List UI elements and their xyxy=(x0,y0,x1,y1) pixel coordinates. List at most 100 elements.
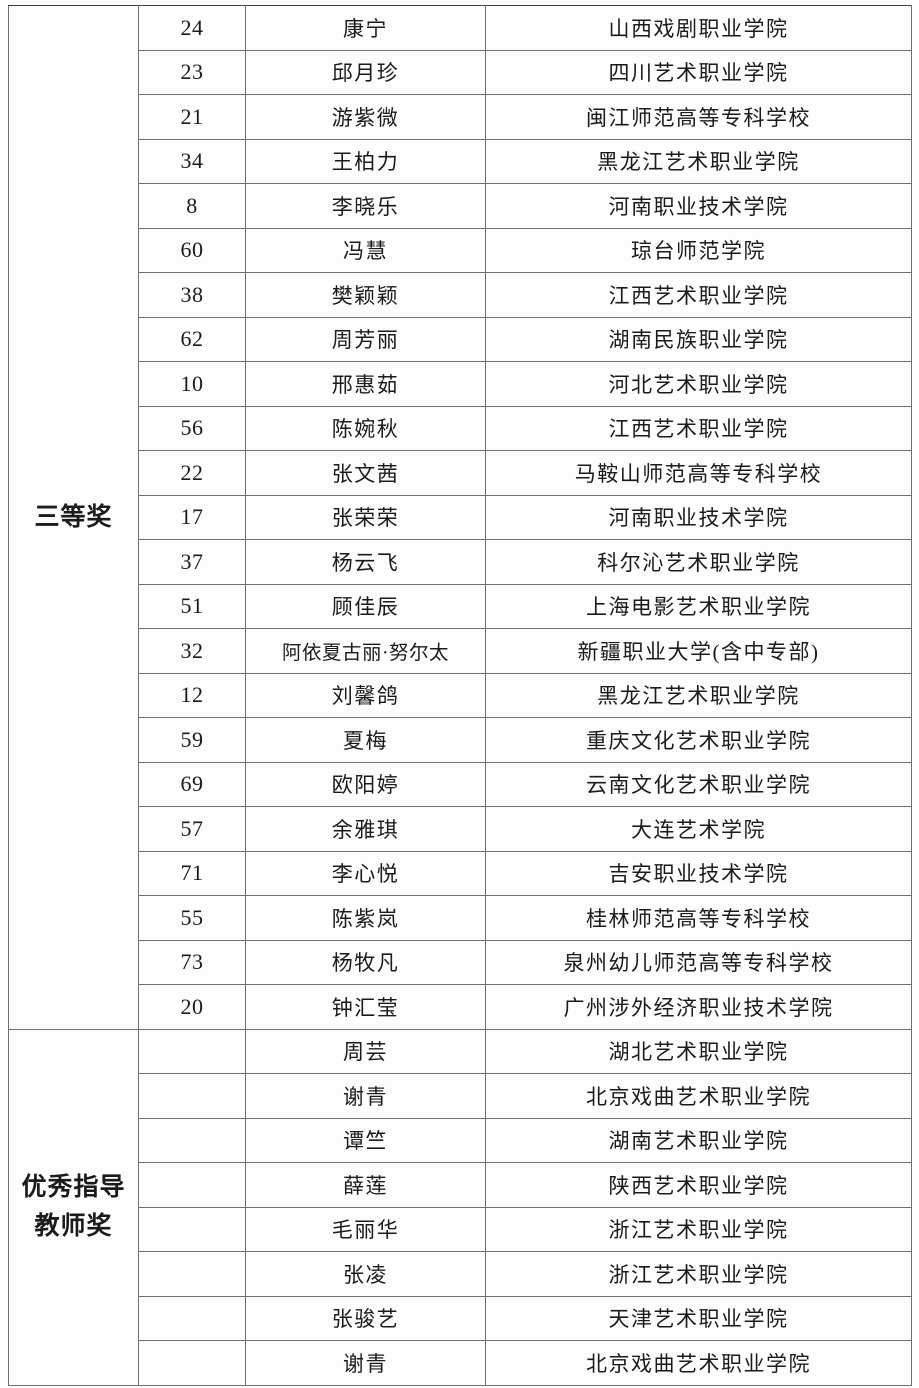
table-row: 38 樊颖颖 江西艺术职业学院 xyxy=(9,272,912,318)
table-row: 71 李心悦 吉安职业技术学院 xyxy=(9,850,912,896)
entry-number-cell: 20 xyxy=(138,984,246,1030)
award-category-label-line: 优秀指导 xyxy=(21,1172,126,1202)
entry-school-cell: 科尔沁艺术职业学院 xyxy=(485,539,912,585)
entry-number-cell xyxy=(138,1162,246,1208)
entry-school-cell: 吉安职业技术学院 xyxy=(485,850,912,896)
entry-school-cell: 云南文化艺术职业学院 xyxy=(485,761,912,807)
entry-school-cell: 桂林师范高等专科学校 xyxy=(485,895,912,941)
table-row: 毛丽华 浙江艺术职业学院 xyxy=(9,1206,912,1252)
entry-number-cell: 55 xyxy=(138,895,246,941)
entry-number-cell: 24 xyxy=(138,5,246,51)
entry-name-cell: 杨云飞 xyxy=(245,539,486,585)
table-row: 薛莲 陕西艺术职业学院 xyxy=(9,1162,912,1208)
entry-number-cell: 62 xyxy=(138,316,246,362)
entry-number-cell: 21 xyxy=(138,94,246,140)
entry-school-cell: 湖北艺术职业学院 xyxy=(485,1028,912,1074)
entry-school-cell: 北京戏曲艺术职业学院 xyxy=(485,1073,912,1119)
table-row: 张凌 浙江艺术职业学院 xyxy=(9,1251,912,1297)
entry-number-cell: 69 xyxy=(138,761,246,807)
entry-name-cell: 阿依夏古丽·努尔太 xyxy=(245,628,486,674)
entry-name-cell: 钟汇莹 xyxy=(245,984,486,1030)
table-row: 22 张文茜 马鞍山师范高等专科学校 xyxy=(9,450,912,496)
entry-school-cell: 天津艺术职业学院 xyxy=(485,1295,912,1341)
table-row: 21 游紫微 闽江师范高等专科学校 xyxy=(9,94,912,140)
entry-number-cell xyxy=(138,1073,246,1119)
entry-name-cell: 康宁 xyxy=(245,5,486,51)
entry-number-cell: 34 xyxy=(138,138,246,184)
entry-name-cell: 薛莲 xyxy=(245,1162,486,1208)
entry-number-cell xyxy=(138,1340,246,1386)
entry-number-cell xyxy=(138,1295,246,1341)
award-category-label: 优秀指导 教师奖 xyxy=(8,1028,139,1386)
award-category-label-line: 教师奖 xyxy=(34,1211,113,1240)
entry-number-cell: 23 xyxy=(138,49,246,95)
entry-school-cell: 湖南民族职业学院 xyxy=(485,316,912,362)
entry-name-cell: 王柏力 xyxy=(245,138,486,184)
table-row: 51 顾佳辰 上海电影艺术职业学院 xyxy=(9,583,912,629)
entry-number-cell: 71 xyxy=(138,850,246,896)
entry-school-cell: 北京戏曲艺术职业学院 xyxy=(485,1340,912,1386)
entry-school-cell: 河北艺术职业学院 xyxy=(485,361,912,407)
entry-school-cell: 四川艺术职业学院 xyxy=(485,49,912,95)
entry-name-cell: 欧阳婷 xyxy=(245,761,486,807)
entry-school-cell: 广州涉外经济职业技术学院 xyxy=(485,984,912,1030)
table-row: 57 余雅琪 大连艺术学院 xyxy=(9,806,912,852)
entry-school-cell: 马鞍山师范高等专科学校 xyxy=(485,450,912,496)
entry-number-cell: 17 xyxy=(138,494,246,540)
entry-name-cell: 陈紫岚 xyxy=(245,895,486,941)
table-row: 32 阿依夏古丽·努尔太 新疆职业大学(含中专部) xyxy=(9,628,912,674)
entry-number-cell: 57 xyxy=(138,806,246,852)
table-row: 17 张荣荣 河南职业技术学院 xyxy=(9,494,912,540)
entry-school-cell: 上海电影艺术职业学院 xyxy=(485,583,912,629)
entry-school-cell: 琼台师范学院 xyxy=(485,227,912,273)
table-row: 37 杨云飞 科尔沁艺术职业学院 xyxy=(9,539,912,585)
entry-name-cell: 樊颖颖 xyxy=(245,272,486,318)
entry-name-cell: 周芸 xyxy=(245,1028,486,1074)
entry-name-cell: 刘馨鸽 xyxy=(245,672,486,718)
table-row: 三等奖 24 康宁 山西戏剧职业学院 xyxy=(8,5,912,1030)
entry-name-cell: 李晓乐 xyxy=(245,183,486,229)
entry-number-cell: 10 xyxy=(138,361,246,407)
entry-school-cell: 闽江师范高等专科学校 xyxy=(485,94,912,140)
table-row: 23 邱月珍 四川艺术职业学院 xyxy=(9,49,912,95)
entry-name-cell: 陈婉秋 xyxy=(245,405,486,451)
entry-name-cell: 谢青 xyxy=(245,1073,486,1119)
entry-school-cell: 大连艺术学院 xyxy=(485,806,912,852)
table-row: 10 邢惠茹 河北艺术职业学院 xyxy=(9,361,912,407)
entry-name-cell: 杨牧凡 xyxy=(245,939,486,985)
entry-number-cell: 73 xyxy=(138,939,246,985)
table-row: 55 陈紫岚 桂林师范高等专科学校 xyxy=(9,895,912,941)
table-row: 谢青 北京戏曲艺术职业学院 xyxy=(9,1340,912,1386)
entry-number-cell xyxy=(138,1028,246,1074)
entry-number-cell: 51 xyxy=(138,583,246,629)
entry-school-cell: 浙江艺术职业学院 xyxy=(485,1251,912,1297)
table-row: 优秀指导教师奖 周芸 湖北艺术职业学院 xyxy=(8,1028,912,1386)
entry-school-cell: 河南职业技术学院 xyxy=(485,494,912,540)
entry-school-cell: 黑龙江艺术职业学院 xyxy=(485,672,912,718)
entry-number-cell: 59 xyxy=(138,717,246,763)
entry-name-cell: 邱月珍 xyxy=(245,49,486,95)
table-row: 12 刘馨鸽 黑龙江艺术职业学院 xyxy=(9,672,912,718)
table-row: 62 周芳丽 湖南民族职业学院 xyxy=(9,316,912,362)
award-category-label-line: 三等奖 xyxy=(34,501,113,531)
entry-name-cell: 谭竺 xyxy=(245,1117,486,1163)
entry-school-cell: 泉州幼儿师范高等专科学校 xyxy=(485,939,912,985)
entry-number-cell xyxy=(138,1251,246,1297)
entry-school-cell: 河南职业技术学院 xyxy=(485,183,912,229)
table-row: 谢青 北京戏曲艺术职业学院 xyxy=(9,1073,912,1119)
entry-number-cell: 12 xyxy=(138,672,246,718)
entry-school-cell: 浙江艺术职业学院 xyxy=(485,1206,912,1252)
entry-number-cell: 32 xyxy=(138,628,246,674)
entry-number-cell: 60 xyxy=(138,227,246,273)
entry-school-cell: 湖南艺术职业学院 xyxy=(485,1117,912,1163)
award-results-table: 三等奖 24 康宁 山西戏剧职业学院 23 邱月珍 四川艺术职业学院 21 游紫微 闽江师范高等专… xyxy=(8,5,912,1386)
entry-number-cell: 56 xyxy=(138,405,246,451)
entry-name-cell: 顾佳辰 xyxy=(245,583,486,629)
entry-school-cell: 江西艺术职业学院 xyxy=(485,405,912,451)
entry-name-cell: 冯慧 xyxy=(245,227,486,273)
entry-name-cell: 张骏艺 xyxy=(245,1295,486,1341)
entry-name-cell: 谢青 xyxy=(245,1340,486,1386)
entry-number-cell: 38 xyxy=(138,272,246,318)
table-row: 张骏艺 天津艺术职业学院 xyxy=(9,1295,912,1341)
entry-name-cell: 张文茜 xyxy=(245,450,486,496)
